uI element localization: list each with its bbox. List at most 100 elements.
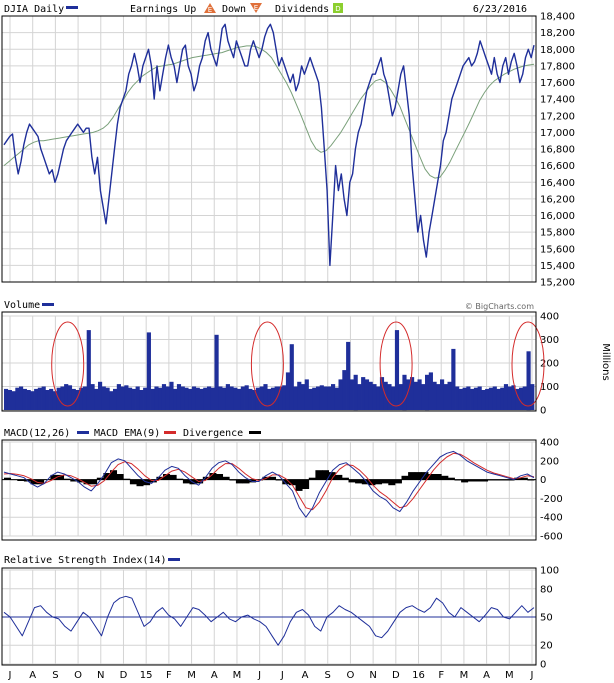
- volume-bar: [398, 384, 403, 410]
- divergence-bar: [222, 476, 230, 480]
- volume-y-tick-label: 400: [540, 312, 559, 323]
- volume-bar: [492, 386, 497, 410]
- volume-bar: [128, 387, 133, 410]
- price-y-tick-label: 17,000: [540, 128, 575, 139]
- volume-bar: [101, 386, 106, 410]
- divergence-bar: [96, 477, 104, 480]
- rsi-y-axis: 100 80 50 20 0: [540, 566, 559, 671]
- divergence-bar: [83, 479, 91, 485]
- x-tick-label: J: [280, 670, 284, 681]
- volume-bar: [470, 388, 475, 410]
- price-frame: [1, 15, 537, 283]
- volume-bar: [180, 386, 185, 410]
- volume-bar: [105, 387, 110, 410]
- volume-bar: [34, 388, 39, 410]
- volume-bar: [26, 390, 31, 410]
- divergence-bar: [441, 475, 449, 480]
- divergence-bar: [388, 479, 396, 486]
- divergence-bar: [361, 479, 369, 485]
- x-tick-label: F: [166, 670, 172, 681]
- divergence-bar: [202, 476, 210, 480]
- volume-bar: [413, 381, 418, 410]
- volume-bar: [473, 387, 479, 410]
- down-label: Down: [222, 4, 246, 15]
- x-tick-label: S: [52, 670, 58, 681]
- price-panel: DJIA Daily Earnings Up E Down E Dividend…: [1, 3, 575, 289]
- volume-bar: [440, 379, 445, 410]
- dividends-label: Dividends: [275, 4, 329, 15]
- volume-bar: [372, 384, 377, 410]
- macd-y-tick-label: -400: [540, 513, 563, 524]
- volume-bar: [240, 386, 245, 410]
- volume-bar: [368, 381, 373, 410]
- volume-bar: [477, 386, 482, 410]
- volume-bar: [451, 348, 456, 410]
- volume-bar: [195, 387, 200, 410]
- volume-bar: [485, 388, 490, 410]
- volume-bar: [394, 330, 400, 410]
- divergence-bar: [50, 474, 58, 480]
- volume-bar: [458, 388, 463, 410]
- x-tick-label: M: [460, 670, 469, 681]
- macd-legend-2: MACD EMA(9): [94, 428, 160, 439]
- rsi-grid: [2, 569, 536, 665]
- volume-bar: [443, 384, 448, 410]
- divergence-bar: [368, 479, 376, 486]
- price-y-tick-label: 16,600: [540, 161, 575, 172]
- volume-bar: [139, 390, 144, 410]
- divergence-bar: [76, 479, 84, 483]
- volume-bar: [49, 388, 54, 410]
- divergence-bar: [414, 472, 422, 480]
- volume-bar: [98, 381, 103, 410]
- volume-bar: [319, 385, 324, 410]
- macd-y-tick-label: 200: [540, 456, 559, 467]
- volume-bar: [7, 390, 12, 410]
- earnings-up-badge-letter: E: [208, 6, 212, 14]
- volume-bar: [218, 386, 223, 410]
- volume-y-tick-label: 0: [540, 406, 546, 417]
- x-tick-label: A: [483, 670, 490, 681]
- volume-bar: [466, 386, 471, 410]
- volume-bar: [146, 332, 151, 410]
- volume-bar: [338, 379, 343, 410]
- x-tick-label: J: [530, 670, 534, 681]
- volume-bar: [488, 387, 494, 410]
- volume-panel: Volume © BigCharts.com 400 300 200 100 0 Mil…: [1, 300, 611, 417]
- volume-annotation-circle: [379, 321, 413, 407]
- volume-bar: [30, 391, 35, 410]
- volume-bar: [22, 388, 27, 410]
- volume-bar: [357, 384, 362, 410]
- price-y-tick-label: 15,600: [540, 244, 575, 255]
- divergence-bar: [447, 477, 455, 480]
- divergence-bar: [156, 476, 164, 480]
- volume-bar: [353, 374, 358, 411]
- volume-bar: [184, 387, 189, 410]
- price-y-tick-label: 16,200: [540, 194, 575, 205]
- volume-bar: [173, 388, 178, 410]
- price-y-tick-label: 16,800: [540, 145, 575, 156]
- divergence-bar: [30, 479, 38, 485]
- volume-bar: [462, 387, 467, 410]
- volume-bar: [436, 384, 441, 410]
- volume-bar: [455, 386, 460, 410]
- volume-bar: [82, 386, 88, 410]
- volume-bar: [259, 386, 264, 410]
- volume-bar: [301, 384, 306, 410]
- bigcharts-watermark: © BigCharts.com: [465, 302, 534, 311]
- volume-bar: [188, 388, 193, 410]
- price-y-tick-label: 16,400: [540, 178, 575, 189]
- volume-bar: [86, 330, 91, 410]
- price-y-tick-label: 16,000: [540, 211, 575, 222]
- volume-bar: [496, 388, 501, 410]
- volume-bar: [270, 387, 276, 410]
- volume-bar: [263, 384, 268, 410]
- divergence-bar: [381, 479, 389, 484]
- divergence-bar: [341, 477, 349, 480]
- volume-bar: [60, 386, 65, 410]
- rsi-legend-swatch: [168, 558, 180, 561]
- volume-bar: [285, 372, 291, 410]
- volume-bar: [248, 388, 253, 410]
- x-tick-label: M: [233, 670, 242, 681]
- volume-bar: [507, 386, 512, 410]
- divergence-bar: [90, 479, 98, 485]
